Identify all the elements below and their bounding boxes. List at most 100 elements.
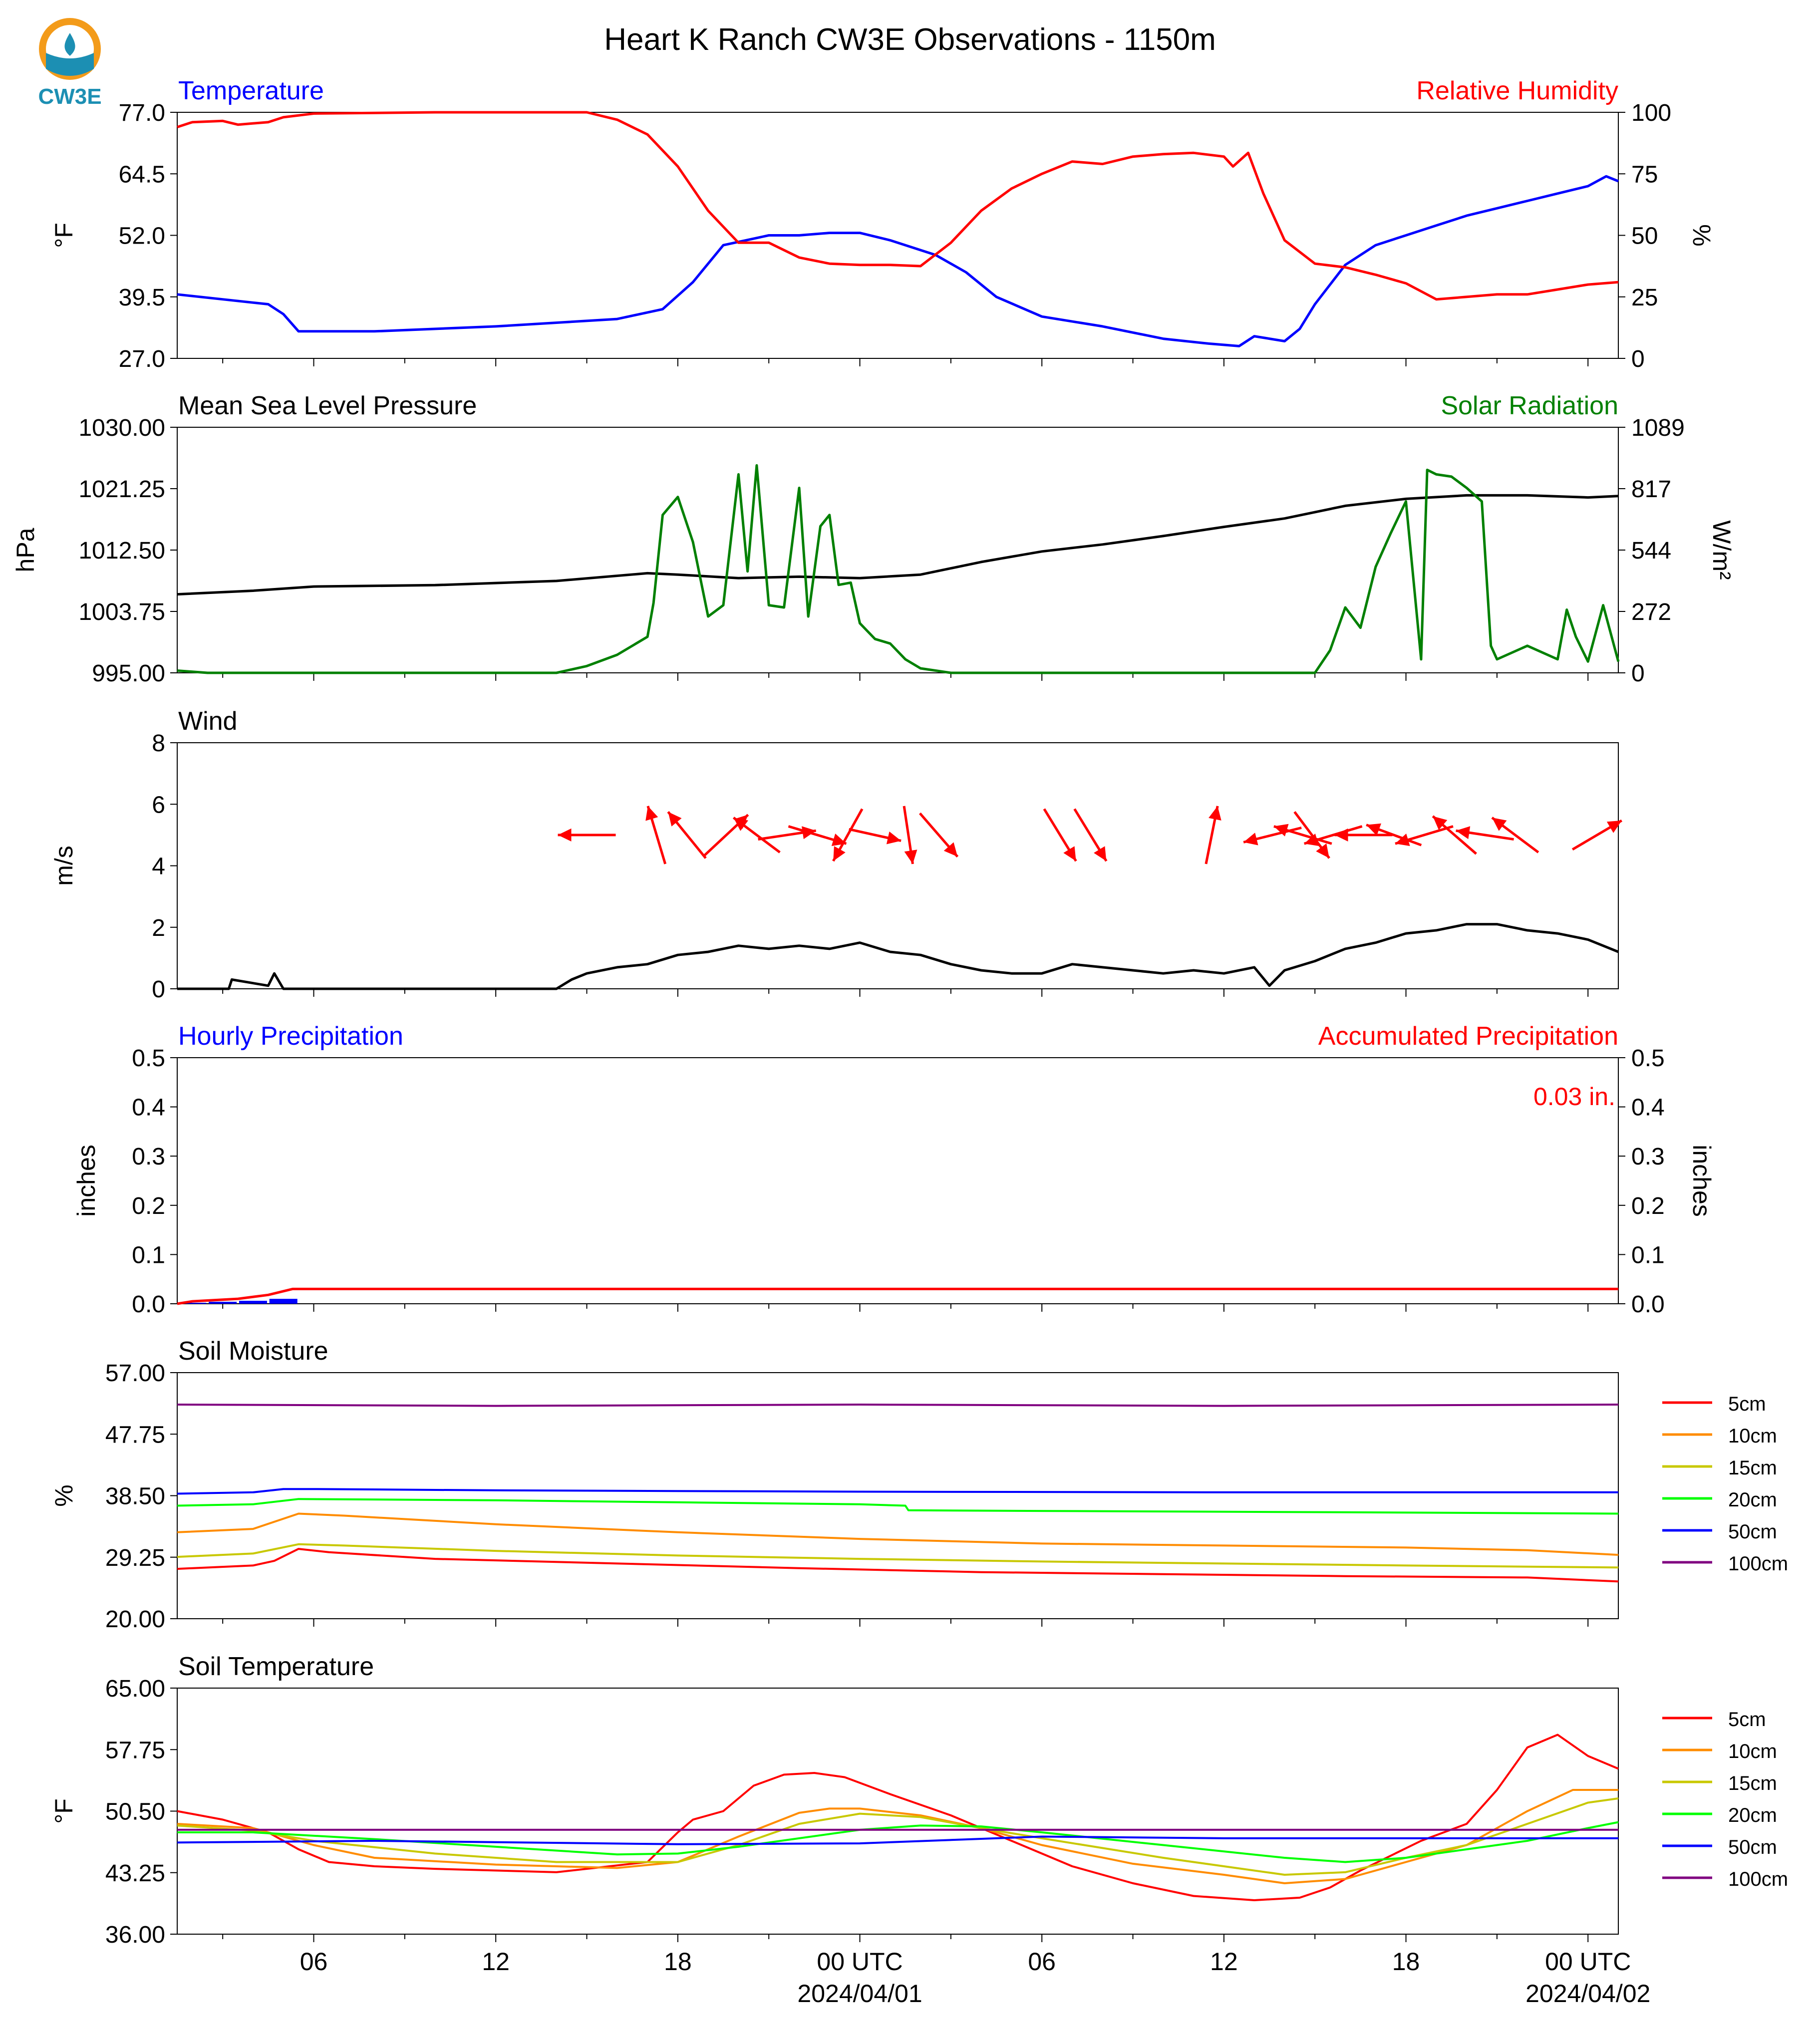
soil-moisture-y-tick-label: 47.75: [105, 1422, 165, 1448]
wind-arrow-head: [1334, 828, 1348, 842]
soil-temperature-frame: [177, 1688, 1619, 1935]
soil-temperature-y-tick-label: 65.00: [105, 1676, 165, 1702]
wind-arrow-head: [1304, 834, 1319, 846]
legend-label-5cm: 5cm: [1728, 1709, 1766, 1731]
panel-soil-temperature: 65.00 57.75 50.50 43.25 36.00 °F Soil Temperat…: [50, 1652, 1788, 1948]
precipitation-frame: [177, 1057, 1619, 1304]
wind-arrow-head: [645, 806, 658, 821]
wind-arrow-head: [1243, 833, 1258, 846]
pressure-solar-title: Mean Sea Level Pressure: [178, 391, 477, 420]
precipitation-y-tick-label: 0.5: [132, 1045, 165, 1072]
temperature-humidity-y-tick-label: 27.0: [119, 346, 165, 372]
wind-arrow: [1205, 806, 1221, 865]
soil-temperature-y-tick-label: 36.00: [105, 1922, 165, 1948]
pressure-solar-y-tick-label: 1021.25: [78, 476, 165, 503]
soil-moisture-legend: 5cm 10cm 15cm 20cm 50cm 100cm: [1662, 1393, 1788, 1575]
wind-arrow-head: [1366, 823, 1381, 836]
temperature-humidity-y-tick-label: 52.0: [119, 223, 165, 250]
soil-temperature-y-tick-label: 43.25: [105, 1860, 165, 1887]
temperature-humidity-ylabel-right: %: [1688, 224, 1716, 246]
wind-arrow: [1366, 823, 1422, 847]
soil-moisture-ylabel: %: [50, 1484, 78, 1506]
soil-temperature-title: Soil Temperature: [178, 1652, 374, 1681]
soil-moisture-title: Soil Moisture: [178, 1337, 328, 1366]
wind-arrow-head: [1456, 826, 1471, 840]
wind-arrow-head: [1094, 846, 1107, 862]
legend-label-20cm: 20cm: [1728, 1804, 1777, 1826]
panel-wind: 8 6 4 2 0 m/s Wind: [50, 707, 1623, 1003]
wind-arrow-head: [1492, 818, 1507, 831]
wind-y-tick-label: 6: [152, 792, 165, 818]
temperature-humidity-y-tick-label-right: 50: [1631, 223, 1658, 250]
legend-label-15cm: 15cm: [1728, 1457, 1777, 1479]
date-label: 2024/04/02: [1525, 1980, 1650, 2008]
pressure-solar-y-tick-label: 995.00: [92, 660, 165, 687]
legend-label-50cm: 50cm: [1728, 1836, 1777, 1858]
panel-temperature-humidity: 77.0 64.5 52.0 39.5 27.0 100 75 50 25 0 °F % Tempera…: [50, 76, 1716, 372]
series-soil-moisture-20cm: [177, 1498, 1619, 1515]
cw3e-logo-text: CW3E: [38, 84, 101, 109]
x-tick-label: 00 UTC: [1545, 1948, 1631, 1976]
series-soil-moisture-10cm: [177, 1512, 1619, 1556]
series-soil-moisture-15cm: [177, 1543, 1619, 1569]
series-soil-temperature-10cm: [177, 1789, 1618, 1884]
pressure-solar-y-tick-label-right: 544: [1631, 538, 1671, 564]
precipitation-y-tick-label-right: 0.1: [1631, 1242, 1665, 1268]
series-soil-moisture-50cm: [177, 1488, 1618, 1495]
panel-pressure-solar: 1030.00 1021.25 1012.50 1003.75 995.00 1089 81…: [11, 391, 1736, 687]
wind-arrow-head: [1395, 834, 1410, 846]
wind-arrow-head: [1063, 846, 1076, 862]
precipitation-y-tick-label-right: 0.4: [1631, 1095, 1665, 1121]
soil-moisture-frame: [177, 1372, 1619, 1619]
panel-precipitation: 0.5 0.4 0.3 0.2 0.1 0.0 0.5 0.4 0.3 0.2 0.1 0.0 inch…: [72, 1022, 1716, 1318]
precipitation-ylabel: inches: [72, 1145, 100, 1217]
precipitation-y-tick-label: 0.2: [132, 1193, 165, 1219]
legend-label-15cm: 15cm: [1728, 1772, 1777, 1794]
precipitation-y-tick-label-right: 0.2: [1631, 1193, 1665, 1219]
x-tick-label: 06: [300, 1948, 328, 1976]
hourly-precip-bar: [178, 1303, 207, 1304]
wind-arrow-head: [1606, 820, 1622, 833]
wind-arrow-head: [833, 846, 846, 862]
precipitation-y-tick-label: 0.1: [132, 1242, 165, 1268]
series-pressure-solar-solar-radiation: [177, 464, 1620, 674]
wind-arrow: [667, 811, 707, 859]
wind-arrow-head: [1316, 843, 1329, 859]
temperature-humidity-y-tick-label-right: 0: [1631, 346, 1645, 372]
wind-arrow: [849, 828, 902, 845]
hourly-precip-bar: [239, 1301, 267, 1304]
series-soil-temperature-15cm: [177, 1797, 1619, 1876]
temperature-humidity-title-right: Relative Humidity: [1416, 76, 1618, 105]
pressure-solar-frame: [177, 427, 1619, 673]
wind-arrow: [1491, 817, 1539, 854]
x-tick-label: 18: [664, 1948, 692, 1976]
series-soil-temperature-20cm: [177, 1821, 1619, 1863]
series-soil-moisture-100cm: [177, 1404, 1619, 1407]
temperature-humidity-y-tick-label-right: 25: [1631, 285, 1658, 311]
temperature-humidity-y-tick-label-right: 75: [1631, 161, 1658, 188]
wind-arrow-head: [733, 818, 748, 831]
precipitation-y-tick-label: 0.3: [132, 1144, 165, 1170]
legend-label-10cm: 10cm: [1728, 1425, 1777, 1447]
wind-arrow: [1293, 811, 1330, 859]
x-tick-label: 18: [1392, 1948, 1420, 1976]
cw3e-logo: CW3E: [38, 18, 102, 109]
wind-arrow-head: [886, 831, 902, 845]
series-precipitation-accumulated-precipitation: [177, 1287, 1618, 1305]
wind-arrow: [732, 817, 781, 854]
wind-arrow: [1043, 808, 1077, 862]
soil-temperature-legend: 5cm 10cm 15cm 20cm 50cm 100cm: [1662, 1709, 1788, 1890]
pressure-solar-ylabel-right: W/m²: [1708, 520, 1736, 579]
series-wind-wind-speed: [177, 923, 1619, 990]
wind-arrow: [1395, 825, 1454, 846]
hourly-precip-bar: [209, 1302, 237, 1304]
precipitation-y-tick-label-right: 0.5: [1631, 1045, 1665, 1072]
series-temperature-humidity-relative-humidity: [177, 111, 1619, 301]
pressure-solar-y-tick-label-right: 817: [1631, 476, 1671, 503]
wind-y-tick-label: 2: [152, 915, 165, 941]
wind-arrow-head: [943, 842, 958, 857]
precipitation-y-tick-label-right: 0.0: [1631, 1291, 1665, 1318]
wind-arrow: [1571, 819, 1623, 851]
precipitation-y-tick-label-right: 0.3: [1631, 1144, 1665, 1170]
